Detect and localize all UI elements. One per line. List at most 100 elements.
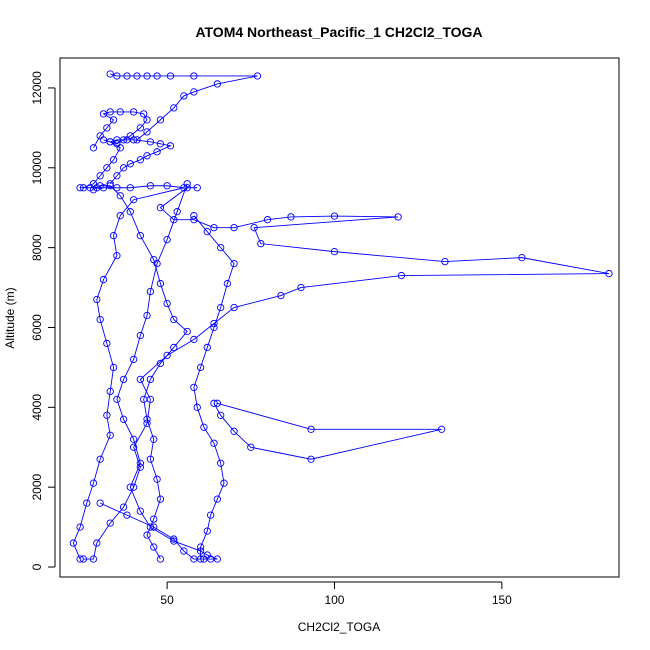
data-point: [136, 375, 144, 384]
data-point: [163, 351, 171, 360]
data-point: [307, 455, 315, 463]
data-point: [210, 439, 218, 447]
y-axis-label: Altitude (m): [3, 287, 17, 348]
data-point: [129, 108, 138, 116]
chart-title: ATOM4 Northeast_Pacific_1 CH2Cl2_TOGA: [195, 24, 482, 40]
data-point: [156, 555, 165, 563]
data-point: [136, 156, 144, 164]
data-point: [143, 72, 151, 80]
data-point: [156, 359, 165, 368]
data-point: [190, 383, 198, 392]
data-point: [437, 425, 446, 433]
data-point: [103, 124, 111, 132]
data-point: [394, 213, 402, 221]
data-point: [146, 455, 155, 463]
data-point: [136, 331, 144, 340]
data-point: [119, 164, 128, 172]
data-point: [99, 275, 108, 284]
data-point: [93, 295, 101, 304]
data-point: [193, 403, 201, 411]
data-point: [156, 279, 165, 288]
data-point: [116, 108, 124, 116]
data-point: [190, 335, 198, 344]
data-point: [96, 455, 104, 463]
series-line: [93, 111, 148, 149]
data-point: [217, 303, 225, 312]
data-point: [113, 251, 121, 260]
data-point: [223, 279, 232, 288]
data-point: [170, 216, 178, 224]
data-point: [83, 499, 91, 507]
data-point: [330, 247, 339, 256]
data-point: [106, 387, 114, 396]
data-point: [183, 327, 191, 336]
x-axis: 50 100 150: [160, 581, 512, 607]
data-point: [106, 182, 114, 190]
data-point: [126, 160, 134, 168]
data-point: [150, 255, 158, 264]
data-point: [69, 539, 78, 547]
data-point: [397, 271, 406, 280]
data-point: [230, 259, 238, 268]
data-point: [119, 503, 128, 511]
data-point: [287, 213, 295, 221]
y-tick-label: 8000: [30, 234, 44, 261]
data-point: [190, 212, 198, 220]
series-line: [83, 139, 172, 189]
data-point: [230, 224, 238, 232]
data-point: [146, 375, 155, 384]
data-point: [99, 136, 108, 144]
data-point: [196, 555, 205, 563]
data-point: [213, 555, 221, 563]
plot-area: [69, 70, 613, 563]
data-point: [170, 104, 178, 112]
data-point: [213, 399, 221, 407]
data-point: [76, 555, 84, 563]
data-point: [153, 475, 161, 483]
data-point: [330, 212, 339, 220]
x-tick-label: 100: [324, 593, 344, 607]
data-point: [89, 144, 98, 152]
x-tick-label: 150: [492, 593, 512, 607]
data-point: [106, 138, 114, 146]
data-point: [277, 291, 285, 300]
data-point: [170, 343, 178, 352]
data-point: [156, 204, 165, 212]
data-point: [109, 116, 118, 124]
data-point: [203, 527, 211, 535]
data-point: [113, 172, 121, 180]
data-point: [230, 427, 238, 435]
series-line: [99, 183, 218, 560]
data-point: [116, 192, 124, 200]
data-point: [129, 355, 138, 364]
data-point: [146, 182, 155, 190]
data-point: [119, 375, 128, 384]
data-point: [106, 108, 114, 116]
data-point: [297, 283, 305, 292]
data-point: [76, 523, 84, 531]
data-point: [156, 116, 165, 124]
data-point: [518, 253, 526, 262]
data-point: [106, 431, 114, 439]
series-line: [72, 185, 184, 560]
data-point: [96, 315, 104, 324]
data-point: [230, 303, 238, 312]
data-point: [210, 323, 218, 332]
series-line: [83, 187, 610, 560]
data-point: [136, 459, 144, 467]
y-tick-label: 2000: [30, 474, 44, 501]
data-point: [103, 339, 111, 348]
data-point: [143, 311, 151, 320]
data-point: [156, 495, 165, 503]
data-point: [76, 184, 84, 192]
data-point: [203, 228, 211, 236]
data-point: [89, 180, 98, 188]
data-point: [210, 399, 218, 407]
data-point: [143, 128, 151, 136]
data-point: [163, 299, 171, 308]
data-point: [140, 110, 148, 118]
y-tick-label: 0: [30, 563, 44, 570]
data-point: [150, 515, 158, 523]
data-point: [190, 88, 198, 96]
